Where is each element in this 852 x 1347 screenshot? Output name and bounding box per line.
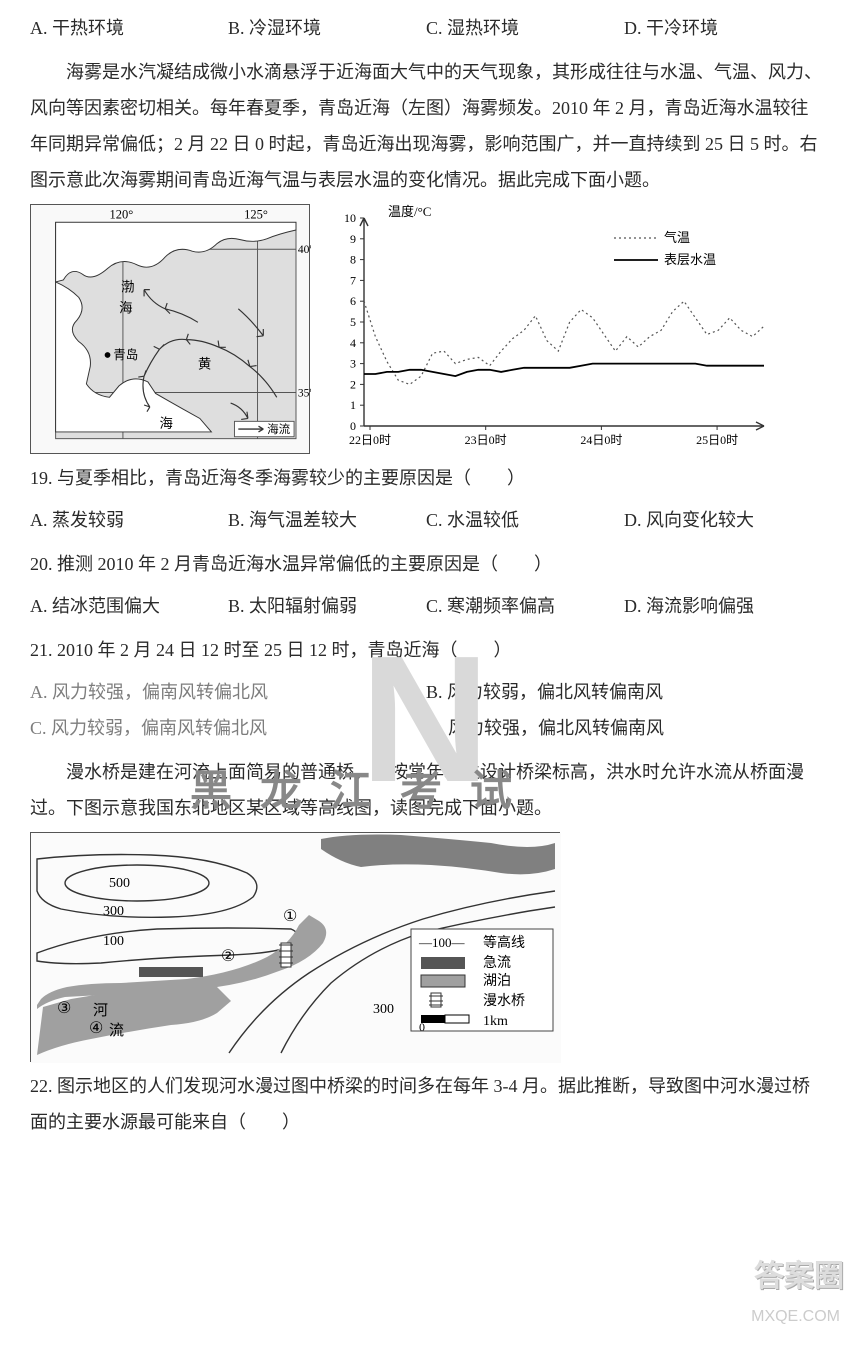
q19-text: 19. 与夏季相比，青岛近海冬季海雾较少的主要原因是（ ） xyxy=(30,460,822,496)
map-qingdao: 120° 125° 40° 35° 渤 海 青岛 黄 海 xyxy=(30,204,310,454)
svg-text:25日0时: 25日0时 xyxy=(696,433,738,447)
svg-text:漫水桥: 漫水桥 xyxy=(483,993,525,1009)
svg-text:②: ② xyxy=(221,948,235,965)
q20-option-d: D. 海流影响偏强 xyxy=(624,588,822,624)
svg-text:35°: 35° xyxy=(298,387,311,399)
svg-text:2: 2 xyxy=(350,377,356,391)
q18-options: A. 干热环境 B. 冷湿环境 C. 湿热环境 D. 干冷环境 xyxy=(30,10,822,46)
q19-option-c: C. 水温较低 xyxy=(426,502,624,538)
svg-text:气温: 气温 xyxy=(664,230,690,245)
q19-options: A. 蒸发较弱 B. 海气温差较大 C. 水温较低 D. 风向变化较大 xyxy=(30,502,822,538)
svg-text:3: 3 xyxy=(350,357,356,371)
svg-text:湖泊: 湖泊 xyxy=(483,973,511,989)
map-contour: 500 300 100 300 ① ② ③ ④ 河 流 —100— 等高线 急流 xyxy=(30,832,560,1062)
q19-option-a: A. 蒸发较弱 xyxy=(30,502,228,538)
svg-text:河: 河 xyxy=(93,1002,108,1019)
q21-option-a: A. 风力较强，偏南风转偏北风 xyxy=(30,674,426,710)
svg-text:0: 0 xyxy=(350,419,356,433)
svg-text:海: 海 xyxy=(119,301,132,316)
svg-text:温度/°C: 温度/°C xyxy=(388,204,431,219)
svg-text:等高线: 等高线 xyxy=(483,934,525,951)
chart-fog-temp: 温度/°C 0 1 2 3 4 5 6 7 8 9 10 22日0时 23日0时 24日0时 25日0时 气温表… xyxy=(316,204,776,454)
svg-text:0: 0 xyxy=(419,1020,425,1034)
passage-bridge: 漫水桥是建在河流上面简易的普通桥，多按常年水位设计桥梁标高，洪水时允许水流从桥面… xyxy=(30,754,822,826)
figures-row-fog: 120° 125° 40° 35° 渤 海 青岛 黄 海 xyxy=(30,204,822,454)
svg-text:22日0时: 22日0时 xyxy=(349,433,391,447)
svg-text:7: 7 xyxy=(350,273,356,287)
q22-text: 22. 图示地区的人们发现河水漫过图中桥梁的时间多在每年 3-4 月。据此推断，… xyxy=(30,1068,822,1140)
q19-option-b: B. 海气温差较大 xyxy=(228,502,426,538)
svg-text:300: 300 xyxy=(373,1002,394,1017)
q20-text: 20. 推测 2010 年 2 月青岛近海水温异常偏低的主要原因是（ ） xyxy=(30,546,822,582)
svg-text:6: 6 xyxy=(350,294,356,308)
svg-text:300: 300 xyxy=(103,904,124,919)
corner-badge: 答案圈 xyxy=(754,1247,844,1307)
svg-text:渤: 渤 xyxy=(121,280,134,295)
svg-text:—100—: —100— xyxy=(418,935,466,950)
q21-text: 21. 2010 年 2 月 24 日 12 时至 25 日 12 时，青岛近海… xyxy=(30,632,822,668)
svg-text:4: 4 xyxy=(350,336,356,350)
svg-text:流: 流 xyxy=(109,1022,124,1039)
svg-text:1: 1 xyxy=(350,398,356,412)
q21-options: A. 风力较强，偏南风转偏北风 B. 风力较弱，偏北风转偏南风 C. 风力较弱，… xyxy=(30,674,822,746)
svg-text:120°: 120° xyxy=(109,207,133,221)
q20-options: A. 结冰范围偏大 B. 太阳辐射偏弱 C. 寒潮频率偏高 D. 海流影响偏强 xyxy=(30,588,822,624)
q18-option-a: A. 干热环境 xyxy=(30,10,228,46)
q18-option-d: D. 干冷环境 xyxy=(624,10,822,46)
svg-text:5: 5 xyxy=(350,315,356,329)
svg-text:1km: 1km xyxy=(483,1014,508,1029)
svg-text:24日0时: 24日0时 xyxy=(580,433,622,447)
svg-text:10: 10 xyxy=(344,211,356,225)
svg-text:青岛: 青岛 xyxy=(113,347,138,362)
svg-text:①: ① xyxy=(283,908,297,925)
svg-text:40°: 40° xyxy=(298,244,311,256)
svg-text:海流: 海流 xyxy=(267,422,291,436)
q20-option-a: A. 结冰范围偏大 xyxy=(30,588,228,624)
q19-option-d: D. 风向变化较大 xyxy=(624,502,822,538)
svg-text:④: ④ xyxy=(89,1020,103,1037)
svg-text:125°: 125° xyxy=(244,207,268,221)
svg-text:100: 100 xyxy=(103,934,124,949)
corner-url: MXQE.COM xyxy=(751,1301,840,1333)
q18-option-b: B. 冷湿环境 xyxy=(228,10,426,46)
svg-text:23日0时: 23日0时 xyxy=(465,433,507,447)
svg-text:8: 8 xyxy=(350,253,356,267)
svg-text:黄: 黄 xyxy=(198,356,211,371)
q18-option-c: C. 湿热环境 xyxy=(426,10,624,46)
passage-fog: 海雾是水汽凝结成微小水滴悬浮于近海面大气中的天气现象，其形成往往与水温、气温、风… xyxy=(30,54,822,198)
svg-text:500: 500 xyxy=(109,876,130,891)
q20-option-b: B. 太阳辐射偏弱 xyxy=(228,588,426,624)
svg-text:急流: 急流 xyxy=(483,955,511,971)
svg-text:9: 9 xyxy=(350,232,356,246)
svg-text:海: 海 xyxy=(159,416,172,431)
svg-text:③: ③ xyxy=(57,1000,71,1017)
q20-option-c: C. 寒潮频率偏高 xyxy=(426,588,624,624)
q21-option-c: C. 风力较弱，偏南风转偏北风 xyxy=(30,710,426,746)
svg-text:表层水温: 表层水温 xyxy=(664,252,716,267)
q21-option-d: D. 风力较强，偏北风转偏南风 xyxy=(426,710,822,746)
q21-option-b: B. 风力较弱，偏北风转偏南风 xyxy=(426,674,822,710)
